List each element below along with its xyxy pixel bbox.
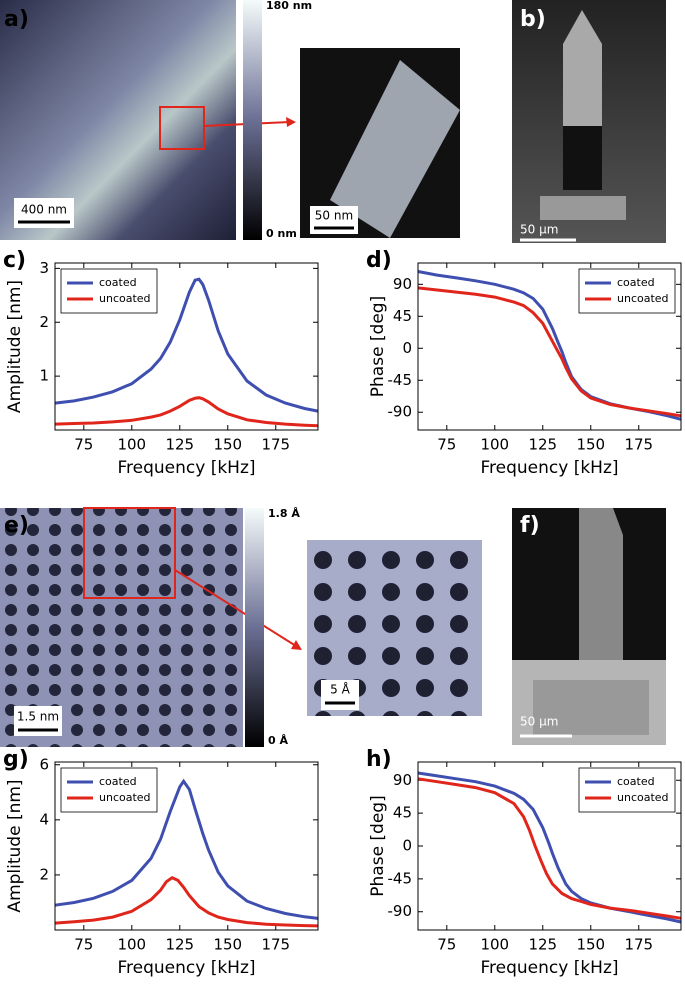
arrow-head xyxy=(291,640,302,650)
x-tick-label: 175 xyxy=(261,436,290,454)
x-tick-label: 175 xyxy=(624,436,653,454)
y-tick-label: 90 xyxy=(393,275,412,293)
scale-bar-label: 50 µm xyxy=(520,715,558,729)
x-tick-label: 125 xyxy=(528,436,557,454)
y-tick-label: -45 xyxy=(388,869,413,887)
y-tick-label: 90 xyxy=(393,771,412,789)
panel-label: a) xyxy=(4,7,29,32)
x-tick-label: 150 xyxy=(213,936,242,954)
arrow-head xyxy=(286,117,296,127)
panel-label: d) xyxy=(366,248,392,273)
y-tick-label: 0 xyxy=(402,837,412,855)
plot-frame xyxy=(417,262,682,431)
y-axis-label: Amplitude [nm] xyxy=(5,779,25,912)
x-tick-label: 100 xyxy=(117,936,146,954)
line xyxy=(54,277,319,413)
x-tick-label: 175 xyxy=(261,936,290,954)
zoom-box xyxy=(83,507,176,599)
x-tick-label: 100 xyxy=(117,436,146,454)
legend xyxy=(578,767,676,813)
legend-label: coated xyxy=(617,276,655,289)
x-axis-label: Frequency [kHz] xyxy=(480,958,618,978)
zoom-box xyxy=(159,106,205,150)
colorbar-label: 0 Å xyxy=(268,734,288,747)
y-tick-label: 4 xyxy=(39,810,49,828)
x-tick-label: 75 xyxy=(437,436,456,454)
line xyxy=(54,778,319,920)
legend-label: coated xyxy=(617,775,655,788)
x-axis-label: Frequency [kHz] xyxy=(480,458,618,478)
y-tick-label: -45 xyxy=(388,371,413,389)
panel-label: g) xyxy=(3,747,29,772)
x-axis-label: Frequency [kHz] xyxy=(117,958,255,978)
legend xyxy=(60,268,158,314)
x-tick-label: 75 xyxy=(74,436,93,454)
x-tick-label: 150 xyxy=(213,436,242,454)
chip-face xyxy=(533,680,649,735)
legend-label: uncoated xyxy=(99,791,151,804)
line xyxy=(54,875,319,928)
colorbar-label: 0 nm xyxy=(266,227,297,240)
x-tick-label: 150 xyxy=(576,436,605,454)
legend-label: coated xyxy=(99,775,137,788)
chip xyxy=(540,196,626,220)
scale-bar-label: 50 nm xyxy=(315,209,353,223)
x-tick-label: 100 xyxy=(480,936,509,954)
panel-label: e) xyxy=(4,513,29,538)
x-tick-label: 75 xyxy=(437,936,456,954)
legend-label: uncoated xyxy=(617,292,669,305)
fiber xyxy=(330,60,460,238)
x-tick-label: 150 xyxy=(576,936,605,954)
line xyxy=(417,777,682,920)
x-tick-label: 125 xyxy=(528,936,557,954)
colorbar xyxy=(245,508,264,747)
legend-label: coated xyxy=(99,276,137,289)
legend xyxy=(578,268,676,314)
y-tick-label: 45 xyxy=(393,307,412,325)
y-tick-label: 1 xyxy=(39,367,49,385)
y-tick-label: -90 xyxy=(388,403,413,421)
cantilever xyxy=(579,508,623,660)
scale-bar-label: 50 µm xyxy=(520,223,558,237)
y-tick-label: 45 xyxy=(393,804,412,822)
colorbar-label: 180 nm xyxy=(266,0,312,12)
y-tick-label: 2 xyxy=(39,313,49,331)
y-axis-label: Phase [deg] xyxy=(368,795,388,896)
plot-frame xyxy=(54,262,319,431)
x-tick-label: 100 xyxy=(480,436,509,454)
line xyxy=(54,396,319,428)
y-tick-label: 6 xyxy=(39,755,49,773)
x-tick-label: 125 xyxy=(165,936,194,954)
y-axis-label: Amplitude [nm] xyxy=(5,280,25,413)
y-tick-label: -90 xyxy=(388,902,413,920)
colorbar-label: 1.8 Å xyxy=(268,507,300,520)
zoom-arrow xyxy=(174,569,297,647)
colorbar xyxy=(243,0,262,240)
x-tick-label: 175 xyxy=(624,936,653,954)
scale-bar-label: 5 Å xyxy=(330,682,350,697)
x-tick-label: 125 xyxy=(165,436,194,454)
scale-box xyxy=(321,680,359,710)
line xyxy=(417,286,682,418)
plot-frame xyxy=(54,761,319,931)
y-axis-label: Phase [deg] xyxy=(368,296,388,397)
panel-label: b) xyxy=(520,7,546,32)
panel-label: f) xyxy=(520,513,540,538)
panel-label: h) xyxy=(366,747,392,772)
y-tick-label: 0 xyxy=(402,339,412,357)
cantilever-coating xyxy=(563,126,602,190)
legend xyxy=(60,767,158,813)
legend-label: uncoated xyxy=(99,292,151,305)
scale-bar-label: 1.5 nm xyxy=(17,710,59,724)
y-tick-label: 3 xyxy=(39,259,49,277)
x-tick-label: 75 xyxy=(74,936,93,954)
panel-label: c) xyxy=(3,248,26,273)
scale-bar-label: 400 nm xyxy=(21,203,67,217)
x-axis-label: Frequency [kHz] xyxy=(117,458,255,478)
legend-label: uncoated xyxy=(617,791,669,804)
y-tick-label: 2 xyxy=(39,865,49,883)
plot-frame xyxy=(417,761,682,931)
